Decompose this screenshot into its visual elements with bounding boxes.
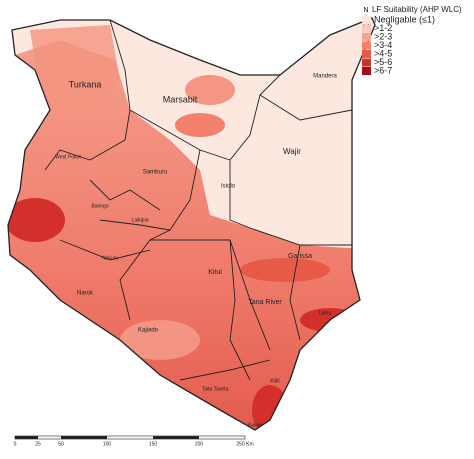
country-border [7,17,376,431]
legend-swatch [362,67,371,75]
legend-label: >3-4 [374,40,392,50]
scale-bar-segment [61,436,107,439]
legend-label: >6-7 [374,65,392,75]
place-label: Kajiado [138,328,159,334]
scale-label: 50 [58,441,64,447]
place-label: Mandera [313,74,337,80]
place-label: Wajir [283,147,301,156]
scale-bar-segment [15,436,38,439]
place-label: Tana River [248,299,282,306]
legend-swatch [362,33,371,41]
legend-swatch [362,24,371,33]
place-label: Isiolo [221,184,236,190]
place-label: Nakuru [102,255,118,261]
county-boundaries [44,19,353,381]
place-label: Baringo [91,203,108,209]
legend-swatch [362,50,371,58]
place-label: Kwale [248,422,262,428]
place-label: West Pokot [55,154,81,160]
place-label: Kitui [208,269,222,276]
place-label: Kilifi [270,378,279,384]
scale-bar-body [14,435,246,440]
place-label: Garissa [288,253,312,260]
legend-swatch [362,16,371,24]
scale-bar: 0 25 50 100 150 200 250 Km [14,435,254,447]
place-label: Marsabit [163,94,198,104]
legend: LF Suitability (AHP WLC) Negligable (≤1)… [362,5,462,75]
legend-label: Negligable (≤1) [374,14,435,24]
place-label: Lamu [319,310,332,316]
legend-label: >2-3 [374,31,392,41]
scale-label: 250 Km [236,441,253,447]
legend-label: >5-6 [374,57,392,67]
suitability-surface [8,18,375,430]
legend-label: >4-5 [374,48,392,58]
place-label: Samburu [143,170,167,176]
place-labels: Turkana Marsabit Mandera Wajir Isiolo Samburu… [55,74,337,429]
legend-label: >1-2 [374,23,392,33]
scale-label: 0 [14,441,17,447]
scale-bar-segment [153,436,199,439]
scale-label: 25 [35,441,41,447]
scale-label: 150 [149,441,158,447]
scale-label: 100 [103,441,112,447]
legend-swatch [362,41,371,50]
north-label: N [363,7,368,14]
scale-label: 200 [195,441,204,447]
place-label: Laikipia [132,217,149,223]
place-label: Narok [77,291,94,297]
legend-swatch [362,58,371,67]
legend-title: LF Suitability (AHP WLC) [372,5,462,14]
place-label: Taita Taveta [202,386,229,392]
place-label: Turkana [69,79,102,89]
